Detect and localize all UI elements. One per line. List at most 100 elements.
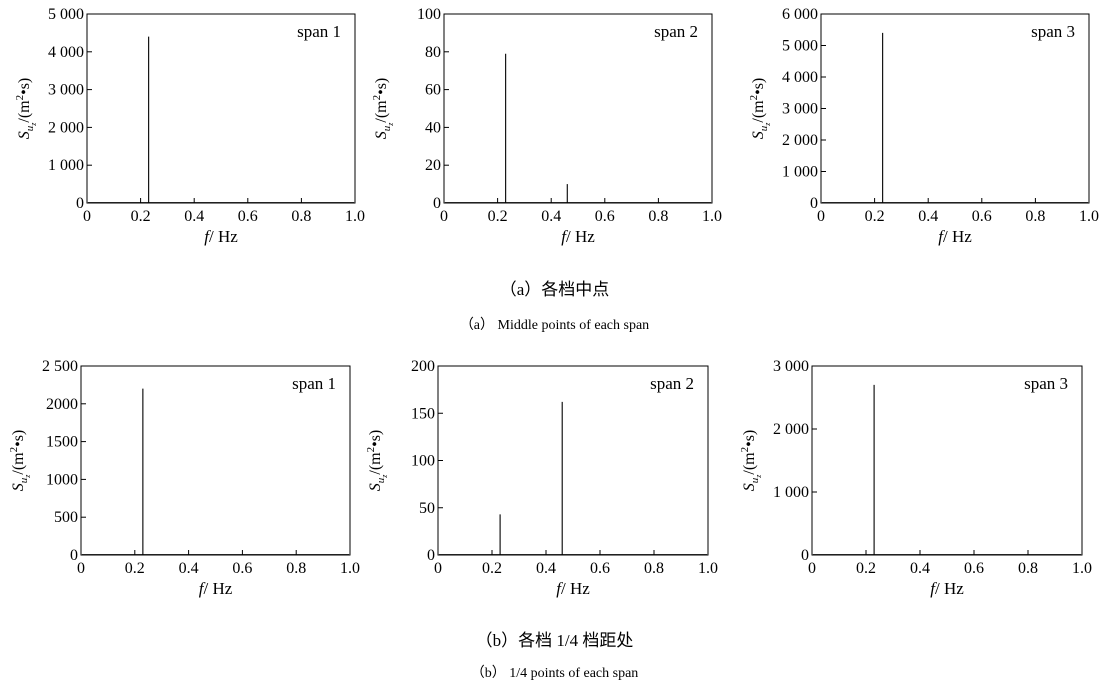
y-tick-label: 5 000 <box>48 6 84 23</box>
y-tick-label: 500 <box>54 509 78 526</box>
y-tick-label: 3 000 <box>782 101 818 118</box>
y-axis-label: Suz/(m2•s) <box>748 78 772 140</box>
x-tick-label: 0.4 <box>541 208 561 225</box>
y-tick-label: 2 500 <box>42 358 78 375</box>
caption-b-en: （b） 1/4 points of each span <box>470 666 639 681</box>
plot-frame <box>437 365 709 556</box>
plot-frame <box>811 365 1083 556</box>
chart-b-1: 0 0.2 0.4 0.6 0.8 1.0 0 500 1000 1500 2000 2 500 spa… <box>8 358 360 598</box>
span-label: span 2 <box>654 22 698 41</box>
x-tick-label: 0.8 <box>1025 208 1045 225</box>
plot-frame <box>80 365 351 556</box>
y-tick-label: 3 000 <box>773 358 809 375</box>
x-tick-label: 0 <box>434 560 442 577</box>
y-tick-label: 1 000 <box>782 164 818 181</box>
x-tick-label: 0.2 <box>865 208 885 225</box>
y-tick-label: 3 000 <box>48 82 84 99</box>
x-axis-label: f/ Hz <box>199 579 233 598</box>
x-tick-label: 0.2 <box>488 208 508 225</box>
x-tick-label: 0.2 <box>125 560 145 577</box>
y-axis-label: Suz/(m2•s) <box>14 78 38 140</box>
x-tick-label: 1.0 <box>1072 560 1092 577</box>
chart-b-3: 0 0.2 0.4 0.6 0.8 1.0 0 1 000 2 000 3 000 span 3 f/… <box>739 358 1092 598</box>
x-tick-label: 0.8 <box>286 560 306 577</box>
x-tick-label: 0.4 <box>179 560 199 577</box>
y-tick-label: 0 <box>433 195 441 212</box>
x-tick-label: 0 <box>817 208 825 225</box>
x-tick-label: 0.8 <box>291 208 311 225</box>
span-label: span 3 <box>1031 22 1075 41</box>
span-label: span 2 <box>650 374 694 393</box>
x-tick-label: 0 <box>83 208 91 225</box>
y-axis-label: Suz/(m2•s) <box>8 430 32 492</box>
y-tick-label: 100 <box>417 6 441 23</box>
plot-frame <box>820 13 1090 204</box>
y-tick-label: 1000 <box>46 471 78 488</box>
span-label: span 1 <box>297 22 341 41</box>
y-tick-label: 0 <box>810 195 818 212</box>
chart-b-2: 0 0.2 0.4 0.6 0.8 1.0 0 50 100 150 200 span 2 f/ Hz S… <box>365 358 718 598</box>
x-tick-label: 0 <box>77 560 85 577</box>
y-tick-label: 1 000 <box>773 484 809 501</box>
y-axis-label: Suz/(m2•s) <box>739 430 763 492</box>
x-axis-label: f/ Hz <box>204 227 238 246</box>
y-tick-label: 1 000 <box>48 157 84 174</box>
x-tick-label: 0.2 <box>482 560 502 577</box>
y-tick-label: 150 <box>411 405 435 422</box>
y-tick-label: 6 000 <box>782 6 818 23</box>
y-tick-label: 0 <box>427 547 435 564</box>
x-axis-label: f/ Hz <box>930 579 964 598</box>
y-tick-label: 100 <box>411 453 435 470</box>
y-tick-label: 0 <box>801 547 809 564</box>
x-tick-label: 1.0 <box>340 560 360 577</box>
y-tick-label: 40 <box>425 119 441 136</box>
y-tick-label: 4 000 <box>48 44 84 61</box>
x-tick-label: 0.6 <box>972 208 992 225</box>
x-tick-label: 0.2 <box>856 560 876 577</box>
chart-a-1: 0 0.2 0.4 0.6 0.8 1.0 0 1 000 2 000 3 000 4 000 5 0… <box>14 6 365 246</box>
x-tick-label: 0.4 <box>918 208 938 225</box>
x-tick-label: 0.6 <box>232 560 252 577</box>
y-tick-label: 2 000 <box>782 132 818 149</box>
x-tick-label: 0.4 <box>536 560 556 577</box>
y-tick-label: 60 <box>425 82 441 99</box>
x-tick-label: 1.0 <box>698 560 718 577</box>
y-tick-label: 4 000 <box>782 69 818 86</box>
y-tick-label: 50 <box>419 500 435 517</box>
x-tick-label: 0.6 <box>238 208 258 225</box>
plot-frame <box>443 13 713 204</box>
y-tick-label: 1500 <box>46 434 78 451</box>
y-tick-label: 5 000 <box>782 38 818 55</box>
caption-b-cn: （b）各档 1/4 档距处 <box>475 631 634 650</box>
x-tick-label: 0.6 <box>964 560 984 577</box>
x-tick-label: 0.4 <box>184 208 204 225</box>
x-tick-label: 1.0 <box>345 208 365 225</box>
y-tick-label: 2000 <box>46 396 78 413</box>
y-axis-label: Suz/(m2•s) <box>371 78 395 140</box>
y-tick-label: 20 <box>425 157 441 174</box>
x-tick-label: 0.6 <box>590 560 610 577</box>
x-tick-label: 0.8 <box>648 208 668 225</box>
x-axis-label: f/ Hz <box>938 227 972 246</box>
y-tick-label: 80 <box>425 44 441 61</box>
caption-a-en: （a） Middle points of each span <box>459 318 650 333</box>
x-tick-label: 0 <box>440 208 448 225</box>
x-tick-label: 0.4 <box>910 560 930 577</box>
x-tick-label: 0.8 <box>644 560 664 577</box>
x-tick-label: 1.0 <box>702 208 722 225</box>
caption-a-cn: （a）各档中点 <box>499 280 610 299</box>
y-tick-label: 2 000 <box>773 421 809 438</box>
x-axis-label: f/ Hz <box>556 579 590 598</box>
span-label: span 3 <box>1024 374 1068 393</box>
x-axis-label: f/ Hz <box>561 227 595 246</box>
y-tick-label: 0 <box>76 195 84 212</box>
y-tick-label: 200 <box>411 358 435 375</box>
chart-a-3: 0 0.2 0.4 0.6 0.8 1.0 0 1 000 2 000 3 000 4 000 5 0… <box>748 6 1099 246</box>
y-tick-label: 2 000 <box>48 119 84 136</box>
chart-a-2: 0 0.2 0.4 0.6 0.8 1.0 0 20 40 60 80 100 span 2 f/ Hz S… <box>371 6 722 246</box>
plot-frame <box>86 13 356 204</box>
x-tick-label: 0 <box>808 560 816 577</box>
y-tick-label: 0 <box>70 547 78 564</box>
y-axis-label: Suz/(m2•s) <box>365 430 389 492</box>
